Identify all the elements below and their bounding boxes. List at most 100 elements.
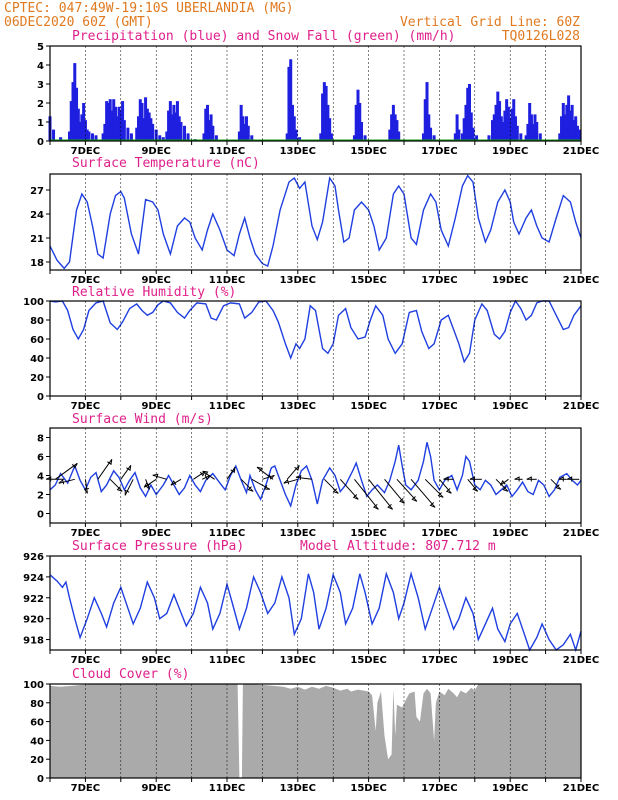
precip-bar — [137, 116, 140, 141]
precip-bar — [82, 103, 86, 141]
wind-vector — [295, 476, 313, 480]
precip-bar — [421, 133, 425, 141]
wind-arrowhead — [352, 494, 359, 500]
x-tick-label: 13DEC — [280, 401, 316, 412]
cloud-title: Cloud Cover (%) — [72, 667, 189, 682]
y-tick-label: 922 — [23, 594, 44, 605]
precip-bar — [514, 116, 518, 141]
x-tick-label: 19DEC — [492, 528, 528, 539]
y-tick-label: 926 — [23, 552, 44, 563]
precip-bar — [501, 122, 505, 141]
precip-bar — [290, 104, 294, 141]
precip-bar — [467, 84, 471, 141]
precip-bar — [207, 120, 211, 141]
wind-arrowhead — [558, 476, 564, 482]
wind-arrowhead — [411, 496, 418, 502]
precip-bar — [135, 127, 139, 141]
precip-bar — [168, 101, 172, 141]
wind-frame — [49, 427, 582, 524]
precip-bar — [519, 133, 523, 141]
precip-bar — [71, 82, 75, 141]
x-tick-label: 17DEC — [421, 275, 457, 286]
precip-bar — [122, 120, 126, 141]
precip-bar — [204, 108, 208, 141]
precip-bar — [294, 129, 298, 141]
precip-bar — [69, 101, 73, 141]
pressure-frame — [49, 555, 582, 651]
precip-bar — [570, 104, 574, 141]
precip-bar — [390, 114, 394, 141]
precip-bar — [186, 133, 190, 141]
wind-arrowhead — [472, 486, 478, 492]
precip-bar — [145, 108, 149, 141]
temp-frame — [49, 173, 582, 271]
precip-bar — [147, 112, 151, 141]
wind-arrowhead — [387, 504, 393, 510]
y-tick-label: 8 — [37, 434, 44, 445]
precip-bar — [138, 99, 142, 141]
precip-bar — [492, 114, 496, 141]
x-tick-label: 13DEC — [280, 146, 316, 157]
pressure-line — [49, 571, 582, 653]
precip-bar — [78, 122, 82, 141]
precip-bar — [298, 137, 302, 141]
precip-bar — [510, 108, 514, 141]
precip-bar — [149, 118, 153, 141]
precip-bar — [67, 131, 71, 141]
precip-bar — [363, 135, 367, 141]
rh-title: Relative Humidity (%) — [72, 285, 236, 300]
precip-bar — [354, 104, 358, 141]
cloud-frame — [49, 683, 582, 779]
precip-bar — [75, 87, 79, 141]
x-tick-label: 11DEC — [209, 275, 245, 286]
wind-vector — [495, 478, 509, 492]
wind-vector — [500, 478, 509, 486]
wind-vector — [84, 479, 88, 494]
y-tick-label: 4 — [37, 61, 44, 72]
precip-bar — [119, 110, 123, 141]
precip-bar — [528, 103, 532, 141]
precip-bar — [90, 133, 94, 141]
wind-vector — [124, 479, 134, 496]
precip-bar — [533, 114, 537, 141]
precip-bar — [358, 103, 362, 141]
precip-bar — [512, 99, 516, 141]
cloud-cover-area — [50, 684, 581, 778]
precip-bar — [161, 137, 165, 141]
wind-arrowhead — [230, 467, 236, 474]
precip-bar — [572, 120, 576, 141]
y-tick-label: 40 — [30, 736, 44, 747]
x-tick-label: 7DEC — [71, 401, 100, 412]
wind-vector — [109, 478, 123, 492]
precip-bar — [246, 125, 250, 141]
y-tick-label: 6 — [37, 453, 44, 464]
wind-arrowhead — [256, 466, 263, 473]
y-tick-label: 80 — [30, 699, 44, 710]
wind-arrowhead — [469, 476, 475, 482]
precip-bar — [170, 114, 174, 141]
wind-arrowhead — [107, 459, 113, 466]
x-tick-label: 9DEC — [141, 401, 170, 412]
precip-bar — [524, 135, 528, 141]
wind-line — [49, 442, 582, 508]
precip-bar — [427, 114, 431, 141]
precip-bar — [491, 120, 494, 141]
wind-arrowhead — [283, 479, 290, 485]
precip-bar — [59, 137, 63, 141]
precip-bar — [328, 118, 332, 141]
precip-bar — [453, 133, 457, 141]
wind-vector — [251, 478, 271, 490]
precip-bar — [129, 133, 133, 141]
x-tick-label: 19DEC — [492, 655, 528, 666]
precip-bar — [165, 131, 169, 141]
precip-bar — [508, 118, 512, 141]
wind-arrowhead — [499, 479, 506, 486]
wind-arrowhead — [429, 502, 436, 508]
precip-bar — [106, 103, 110, 141]
y-tick-label: 920 — [23, 615, 44, 626]
x-tick-label: 9DEC — [141, 783, 170, 794]
x-tick-label: 21DEC — [563, 528, 599, 539]
wind-vector — [202, 470, 215, 480]
precip-bar — [575, 125, 579, 141]
